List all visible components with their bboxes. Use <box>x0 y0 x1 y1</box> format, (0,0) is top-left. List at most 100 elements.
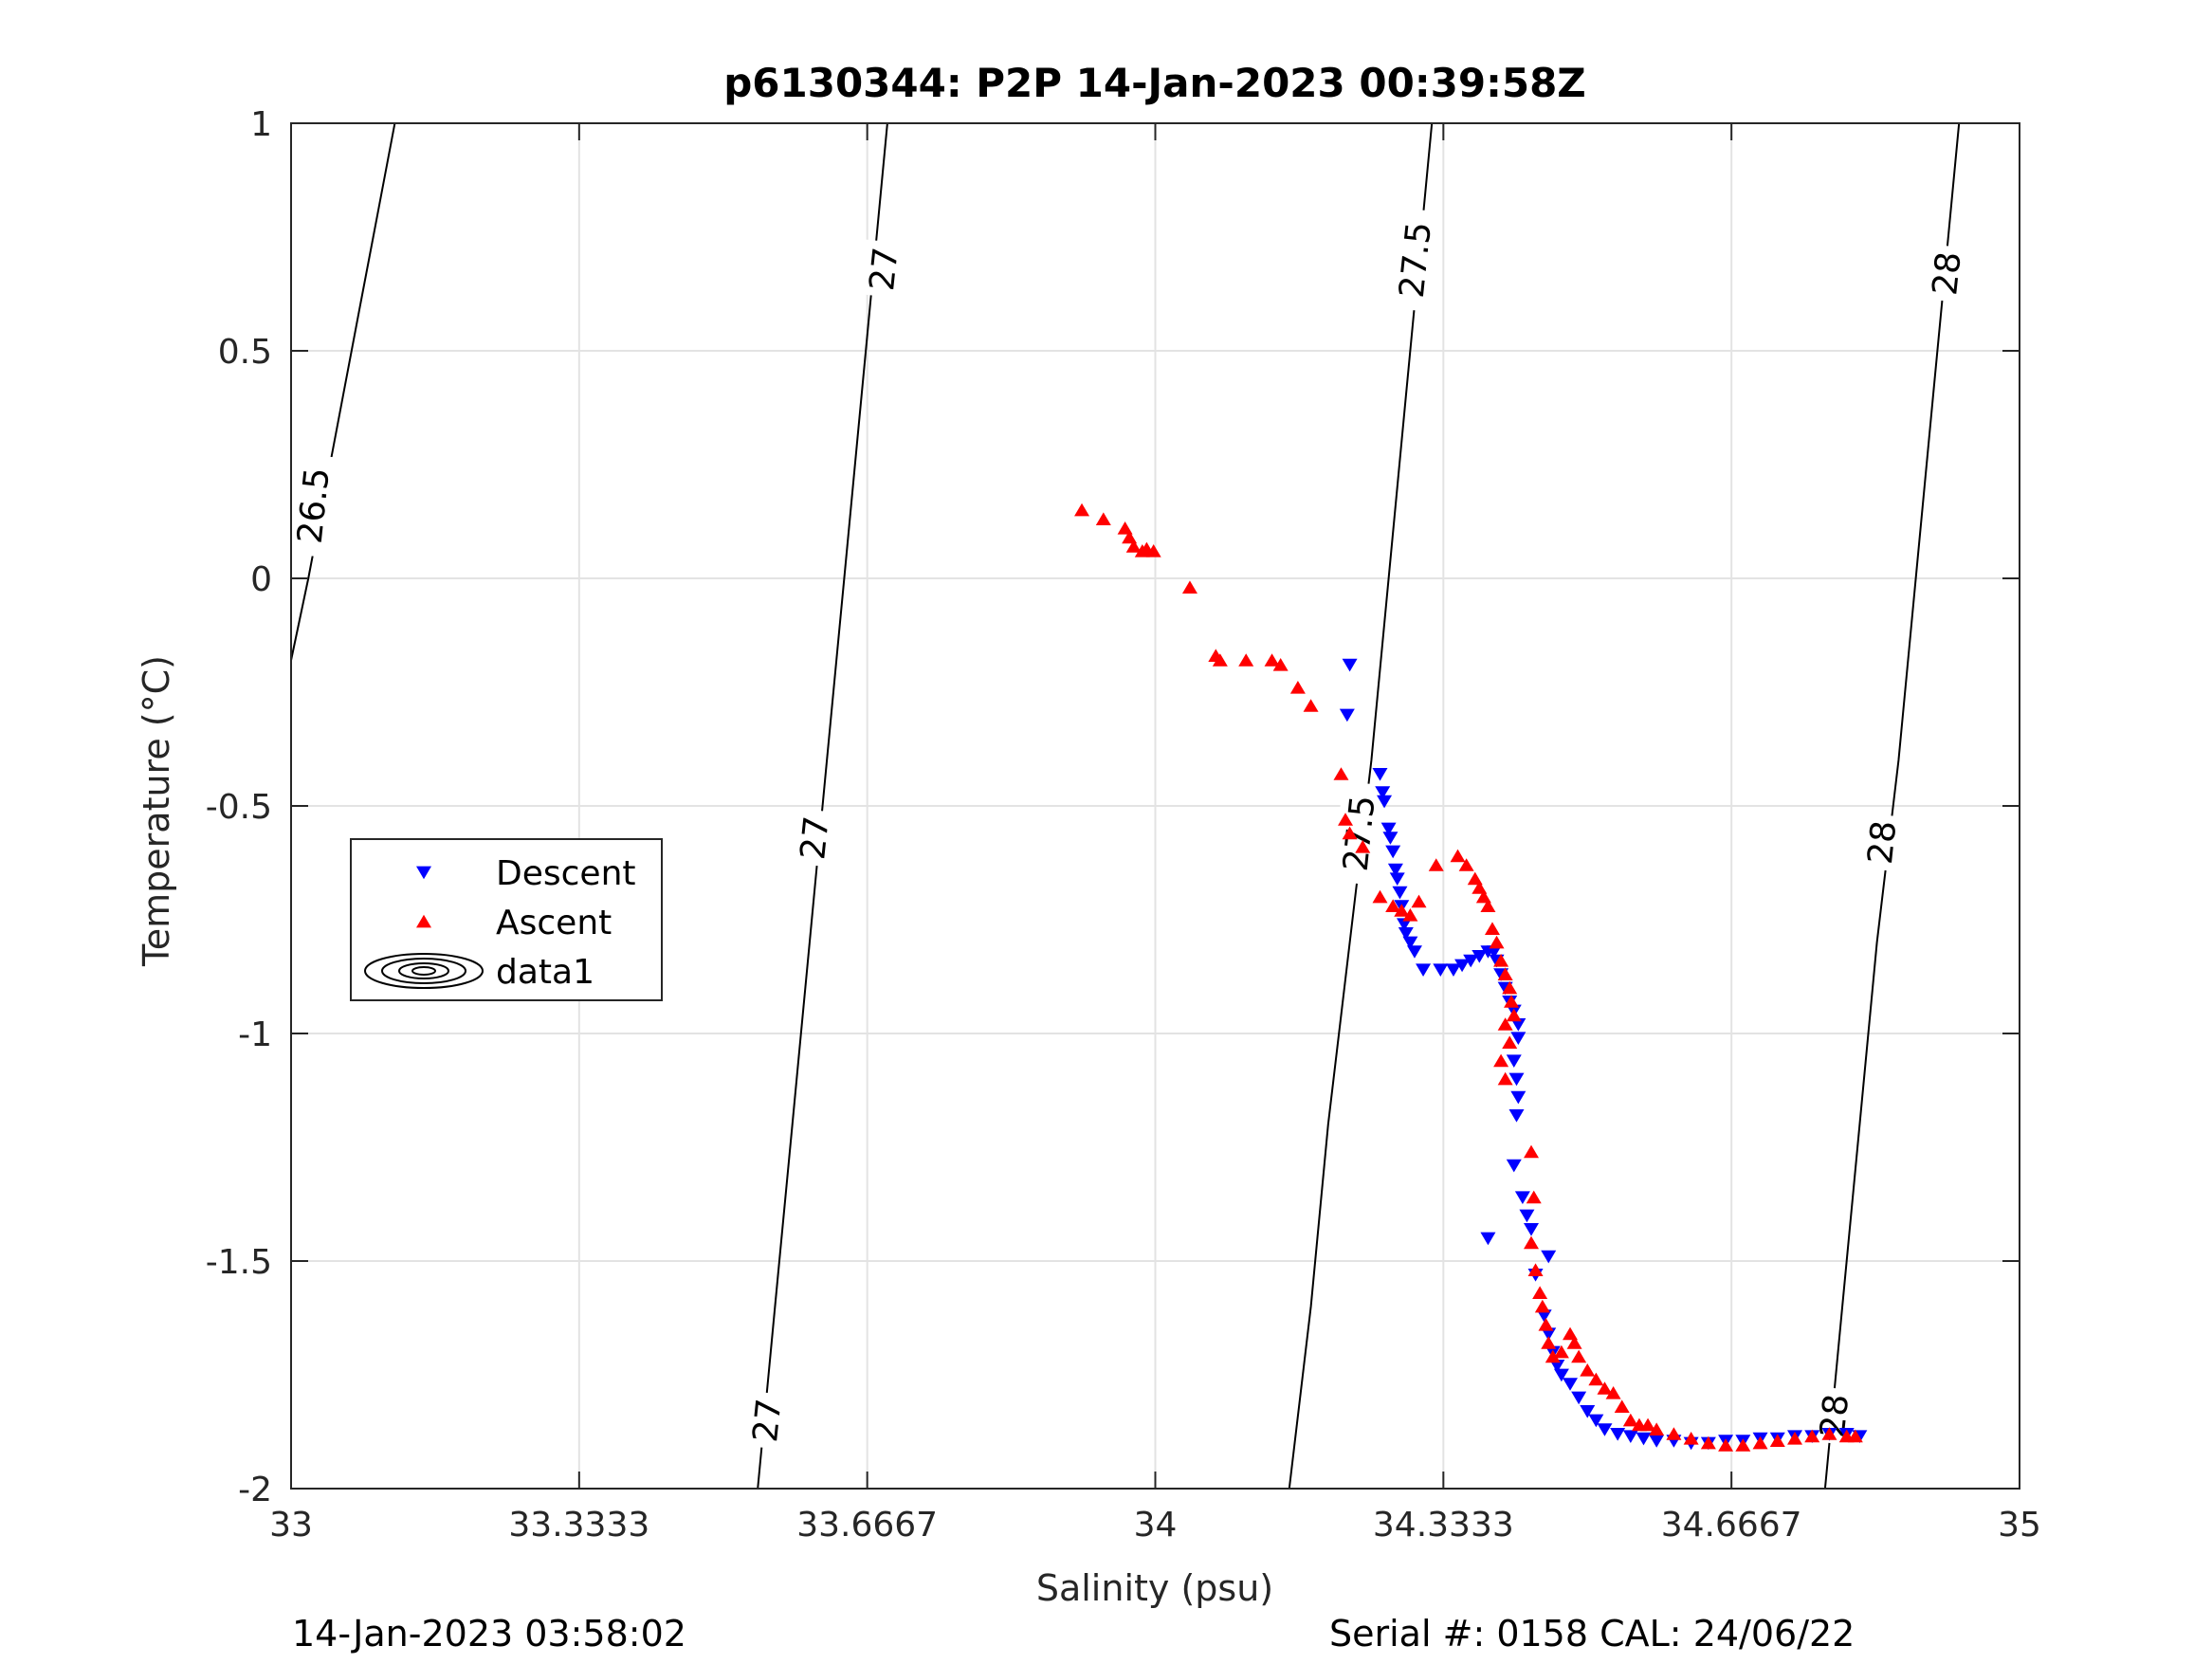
descent-point <box>1402 936 1418 950</box>
ascent-point <box>1640 1417 1656 1432</box>
descent-point <box>1385 845 1401 859</box>
descent-point <box>1510 1090 1526 1105</box>
ascent-point <box>1372 889 1388 904</box>
isopycnal-26.5 <box>291 123 396 661</box>
contour-label: 27 <box>746 1397 790 1444</box>
footer-timestamp: 14-Jan-2023 03:58:02 <box>292 1613 686 1655</box>
contour-label-group: 27 <box>790 808 838 868</box>
ascent-point <box>1821 1427 1837 1440</box>
legend-label: Descent <box>496 854 636 893</box>
ascent-point <box>1718 1438 1734 1452</box>
contour-layer: 26.5 27 27 27 27.5 27.5 28 28 28 <box>291 123 1970 1489</box>
descent-point <box>1389 872 1405 886</box>
contour-label-group: 28 <box>1922 244 1970 303</box>
legend-contour-icon <box>381 958 466 984</box>
legend-marker-descent <box>416 866 431 880</box>
x-tick-label: 34 <box>1134 1506 1178 1545</box>
legend-contour-icon <box>411 966 436 976</box>
ascent-point <box>1752 1435 1768 1450</box>
ticks-layer: 33 33.3333 33.6667 34 34.3333 34.6667 35 -2 -1.5… <box>206 105 2041 1545</box>
descent-point <box>1397 918 1413 931</box>
x-tick-label: 35 <box>1998 1506 2041 1545</box>
x-tick-label: 33 <box>269 1506 313 1545</box>
ascent-point <box>1497 1017 1513 1031</box>
descent-point <box>1380 822 1397 836</box>
contour-label-group: 27 <box>859 239 907 299</box>
y-tick-label: 0 <box>250 560 272 599</box>
contour-label-bg <box>1388 207 1441 313</box>
ascent-point <box>1597 1381 1613 1395</box>
descent-point <box>1610 1428 1626 1441</box>
descent-point <box>1636 1432 1652 1446</box>
contour-label-bg <box>1857 813 1906 872</box>
x-tick-label: 33.3333 <box>508 1506 649 1545</box>
contour-label-group: 27.5 <box>1388 207 1441 313</box>
legend-label: data1 <box>496 953 594 992</box>
y-tick-label: 0.5 <box>218 333 272 372</box>
ascent-point <box>1605 1386 1621 1399</box>
y-tick-label: -2 <box>238 1471 272 1509</box>
descent-point <box>1597 1423 1613 1436</box>
ascent-point <box>1563 1326 1579 1341</box>
contour-label: 27.5 <box>1393 220 1439 300</box>
descent-point <box>1506 1159 1522 1173</box>
descent-point <box>1392 886 1408 900</box>
contour-label-group: 27.5 <box>1332 780 1385 886</box>
ascent-point <box>1411 894 1427 908</box>
descent-point <box>1541 1250 1557 1264</box>
y-tick-label: -1 <box>238 1015 272 1054</box>
ascent-point <box>1385 899 1401 912</box>
ascent-point <box>1700 1435 1716 1450</box>
contour-label-group: 27 <box>742 1390 791 1451</box>
y-tick-label: -1.5 <box>206 1243 272 1282</box>
x-tick-label: 34.3333 <box>1373 1506 1514 1545</box>
descent-point <box>1580 1405 1596 1418</box>
ascent-point <box>1489 935 1505 949</box>
descent-point <box>1372 768 1388 781</box>
ascent-point <box>1125 539 1142 553</box>
ascent-point <box>1532 1286 1548 1299</box>
ascent-point <box>1355 840 1371 853</box>
descent-point <box>1445 963 1461 977</box>
ascent-point <box>1475 889 1491 904</box>
descent-point <box>1649 1435 1665 1448</box>
ascent-point <box>1450 849 1466 863</box>
ascent-point <box>1787 1432 1803 1445</box>
ascent-point <box>1497 967 1513 980</box>
descent-point <box>1387 863 1403 877</box>
contour-label-bg <box>742 1390 791 1451</box>
x-axis-label: Salinity (psu) <box>1036 1567 1273 1609</box>
ascent-point <box>1504 995 1520 1008</box>
ascent-point <box>1117 521 1133 535</box>
descent-point <box>1510 1032 1526 1045</box>
descent-point <box>1454 959 1471 973</box>
descent-point <box>1480 1232 1496 1246</box>
descent-point <box>1416 963 1432 977</box>
ascent-point <box>1524 1144 1540 1159</box>
contour-label-group: 28 <box>1857 813 1906 872</box>
ascent-point <box>1541 1336 1557 1349</box>
legend-contour-icon <box>364 953 484 989</box>
contour-label: 26.5 <box>291 466 338 545</box>
contour-label-bg <box>291 453 339 558</box>
descent-point <box>1524 1223 1540 1236</box>
legend-contour-icon <box>398 962 449 979</box>
ascent-point <box>1095 512 1111 525</box>
descent-point <box>1472 950 1488 963</box>
ascent-point <box>1394 904 1410 917</box>
contour-label: 27 <box>863 246 906 293</box>
ascent-point <box>1181 580 1197 594</box>
ascent-point <box>1502 980 1518 995</box>
descent-point <box>1553 1368 1569 1382</box>
ascent-point <box>1074 503 1090 517</box>
ascent-point <box>1534 1299 1550 1313</box>
ascent-point <box>1212 653 1228 667</box>
descent-point <box>1342 658 1358 672</box>
legend-items: Descent Ascent data1 <box>364 854 636 992</box>
descent-point <box>1571 1391 1587 1405</box>
descent-point <box>1514 1191 1530 1204</box>
legend-marker-ascent <box>416 914 431 928</box>
descent-point <box>1375 786 1391 799</box>
descent-point <box>1398 927 1414 941</box>
descent-point <box>1406 945 1422 959</box>
